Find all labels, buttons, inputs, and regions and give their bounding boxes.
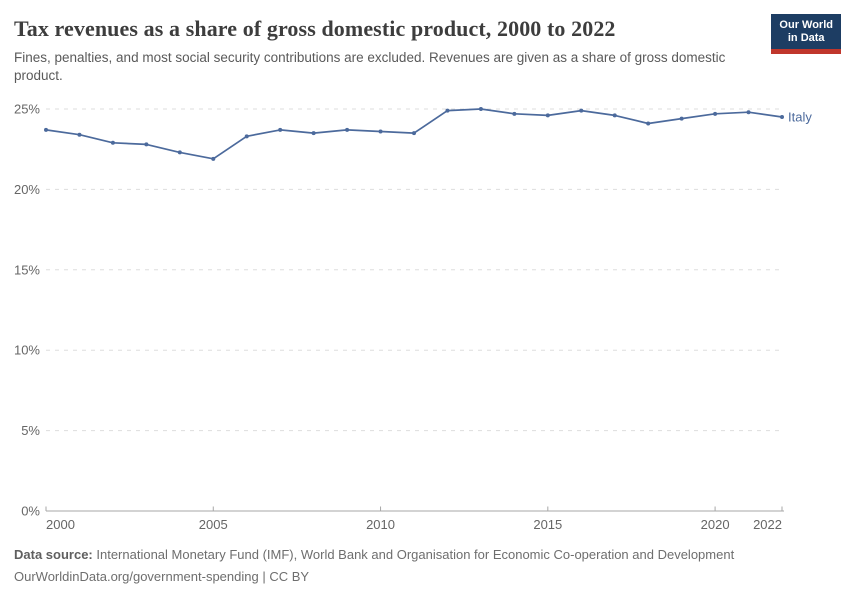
x-axis-label-2015: 2015 <box>533 517 562 532</box>
data-point-2012[interactable] <box>445 108 450 113</box>
data-point-2000[interactable] <box>44 127 48 132</box>
data-source-text: International Monetary Fund (IMF), World… <box>96 547 735 562</box>
x-axis-label-2005: 2005 <box>199 517 228 532</box>
data-point-2011[interactable] <box>412 131 416 136</box>
data-point-2001[interactable] <box>77 132 82 137</box>
data-point-2018[interactable] <box>646 121 651 126</box>
data-point-2021[interactable] <box>746 110 751 115</box>
data-point-2006[interactable] <box>244 134 249 139</box>
data-point-2010[interactable] <box>378 129 383 134</box>
footer-separator: | <box>262 569 266 584</box>
license-label: CC BY <box>269 569 310 584</box>
y-axis-label-10%: 10% <box>14 343 40 358</box>
data-point-2014[interactable] <box>512 111 517 116</box>
data-point-2003[interactable] <box>144 142 149 147</box>
line-chart-canvas[interactable]: 0% 5% 10% 15% 20% 25% 2000 2005 2010 2015 2020 2022… <box>0 88 850 535</box>
data-point-2013[interactable] <box>478 107 483 111</box>
y-axis-label-5%: 5% <box>21 423 40 438</box>
y-axis-label-25%: 25% <box>14 102 40 117</box>
x-axis-label-2010: 2010 <box>366 517 395 532</box>
y-axis-label-20%: 20% <box>14 182 40 197</box>
x-axis-label-2022: 2022 <box>753 517 782 532</box>
data-source-line: Data source: International Monetary Fund… <box>14 544 734 566</box>
owid-url-link[interactable]: OurWorldinData.org/government-spending <box>14 569 259 584</box>
data-point-2016[interactable] <box>579 108 584 113</box>
data-point-2015[interactable] <box>545 113 550 118</box>
y-axis-label-15%: 15% <box>14 262 40 277</box>
data-point-2007[interactable] <box>278 127 283 132</box>
chart-subtitle: Fines, penalties, and most social securi… <box>14 50 726 83</box>
data-point-2008[interactable] <box>311 131 316 136</box>
chart-footer: Data source: International Monetary Fund… <box>14 544 734 588</box>
y-axis-label-0%: 0% <box>21 504 40 519</box>
owid-logo-line2: in Data <box>787 32 825 44</box>
owid-logo-line1: Our World <box>779 19 833 31</box>
data-point-2017[interactable] <box>612 113 617 118</box>
line-chart-svg: 0% 5% 10% 15% 20% 25% 2000 2005 2010 2015 2020 2022… <box>14 102 812 533</box>
data-point-2005[interactable] <box>211 156 216 161</box>
data-source-label: Data source: <box>14 547 93 562</box>
data-point-2019[interactable] <box>679 116 684 121</box>
data-point-2004[interactable] <box>177 150 182 155</box>
chart-header: Tax revenues as a share of gross domesti… <box>0 0 850 85</box>
series-label-italy[interactable]: Italy <box>788 110 812 125</box>
data-point-2009[interactable] <box>345 127 350 132</box>
chart-title: Tax revenues as a share of gross domesti… <box>14 16 616 41</box>
footer-link-line: OurWorldinData.org/government-spending |… <box>14 566 734 588</box>
owid-logo[interactable]: Our World in Data <box>771 14 841 54</box>
data-point-2020[interactable] <box>713 111 718 116</box>
data-point-2022[interactable] <box>780 115 784 120</box>
data-point-2002[interactable] <box>110 140 115 145</box>
x-axis-label-2000: 2000 <box>46 517 75 532</box>
x-axis-label-2020: 2020 <box>701 517 730 532</box>
